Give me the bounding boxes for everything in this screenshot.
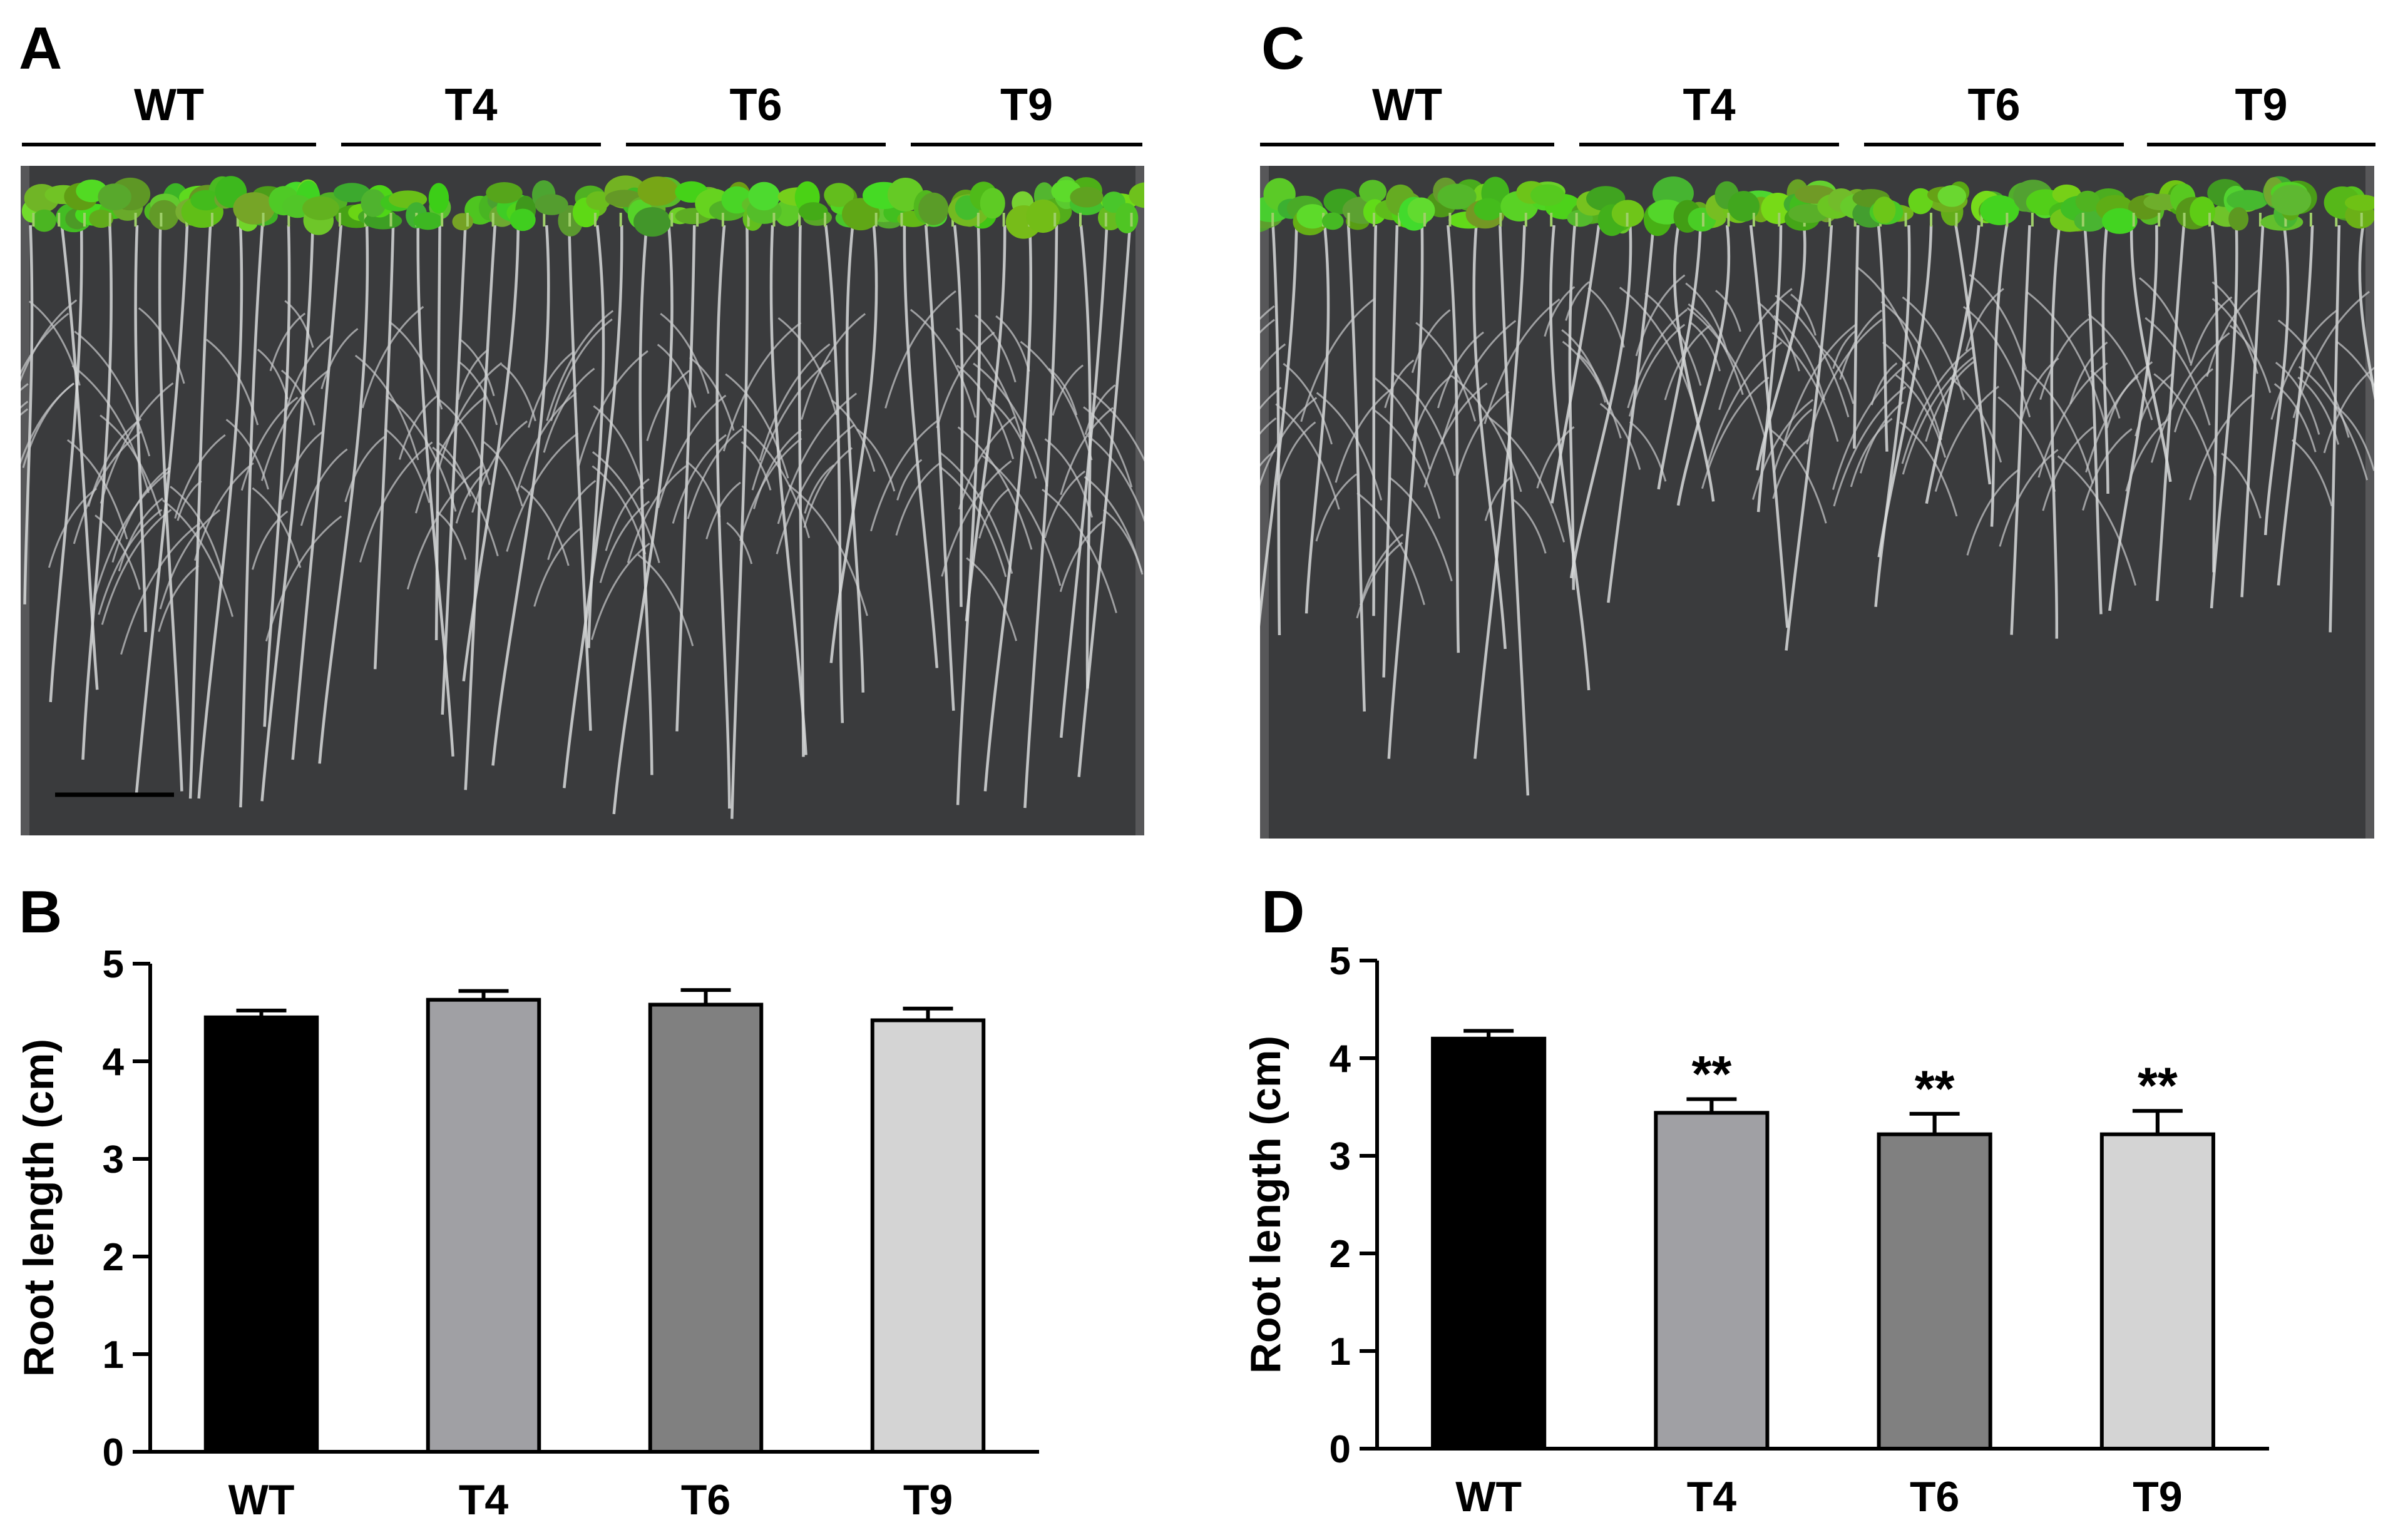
photo-a-group-t6-line <box>626 143 886 146</box>
chart-b-y-tick-label: 1 <box>103 1333 124 1377</box>
chart-d-bar-t6 <box>1877 1132 1992 1451</box>
panel-label-a: A <box>19 15 63 82</box>
chart-d-significance-label: ** <box>1691 1046 1731 1103</box>
photo-a-group-t6: T6 <box>729 80 782 130</box>
photo-a-plate-edge-right <box>1135 166 1144 835</box>
chart-b-y-tick-label: 4 <box>103 1041 125 1084</box>
seedling-photo-a <box>21 166 1144 835</box>
photo-a-group-t4-line <box>341 143 601 146</box>
chart-b-x-tick-label: T4 <box>459 1476 509 1524</box>
photo-c-group-wt-line <box>1260 143 1554 146</box>
photo-c-group-wt: WT <box>1372 80 1442 130</box>
chart-d-x-tick-label: T4 <box>1687 1473 1737 1521</box>
photo-c-group-t6: T6 <box>1967 80 2021 130</box>
chart-b-bar-t6 <box>648 1002 764 1454</box>
chart-d-y-tick-label: 0 <box>1330 1428 1351 1471</box>
chart-b-bar-t4 <box>426 997 541 1454</box>
photo-c-plate-edge-right <box>2365 166 2374 839</box>
chart-b-x-tick-label: WT <box>228 1476 295 1524</box>
panel-label-d: D <box>1261 879 1305 946</box>
chart-d-bar-t9 <box>2099 1132 2215 1451</box>
photo-a-group-wt: WT <box>134 80 204 130</box>
chart-b-y-tick-label: 0 <box>103 1431 124 1474</box>
chart-d-bar-t4 <box>1654 1111 1770 1451</box>
photo-c-group-t6-line <box>1864 143 2124 146</box>
photo-c-roots <box>1260 225 2374 796</box>
photo-a-group-t9: T9 <box>1000 80 1053 130</box>
photo-a-group-wt-line <box>22 143 316 146</box>
chart-d-x-tick-label: T6 <box>1910 1473 1959 1521</box>
chart-d-significance-label: ** <box>1915 1061 1955 1118</box>
photo-c-group-t9: T9 <box>2235 80 2288 130</box>
chart-b-x-tick-label: T9 <box>903 1476 953 1524</box>
bar-chart-b: 0 1 2 3 4 5 Root length (cm) WT T4 T6 T9 <box>15 943 1039 1524</box>
photo-c-group-t4-line <box>1579 143 1839 146</box>
photo-c-plate-edge-left <box>1260 166 1269 839</box>
photo-c-leaves <box>1260 176 2374 237</box>
photo-a-plate-edge-left <box>21 166 29 835</box>
chart-d-y-axis-label: Root length (cm) <box>1242 1036 1289 1374</box>
panel-label-c: C <box>1261 15 1305 82</box>
chart-d-y-tick-label: 4 <box>1330 1038 1351 1081</box>
chart-d-y-tick-label: 2 <box>1330 1233 1351 1276</box>
chart-b-y-tick-label: 5 <box>103 943 124 986</box>
chart-b-bar-wt <box>203 1015 319 1454</box>
bar-chart-d: 0 1 2 3 4 5 Root length (cm) WT T4 ** T6 ** T9 ** <box>1242 940 2269 1521</box>
chart-d-y-tick-label: 1 <box>1330 1330 1351 1374</box>
photo-c-group-t9-line <box>2147 143 2375 146</box>
chart-d-significance-label: ** <box>2138 1058 2178 1114</box>
photo-a-group-t4: T4 <box>444 80 498 130</box>
chart-d-bar-wt <box>1431 1036 1547 1451</box>
chart-d-y-tick-label: 3 <box>1330 1135 1351 1178</box>
chart-b-y-axis-label: Root length (cm) <box>15 1039 63 1377</box>
photo-c-group-t4: T4 <box>1683 80 1736 130</box>
photo-a-group-t9-line <box>911 143 1142 146</box>
chart-b-x-tick-label: T6 <box>681 1476 730 1524</box>
photo-c-plate <box>1260 166 2374 839</box>
seedling-photo-c <box>1260 166 2374 839</box>
panel-label-b: B <box>19 879 63 946</box>
chart-b-y-tick-label: 2 <box>103 1236 124 1279</box>
chart-d-y-tick-label: 5 <box>1330 940 1351 983</box>
photo-a-leaves <box>21 175 1144 239</box>
chart-b-y-tick-label: 3 <box>103 1138 124 1181</box>
chart-d-x-tick-label: T9 <box>2133 1473 2182 1521</box>
chart-d-x-tick-label: WT <box>1455 1473 1522 1521</box>
chart-b-bar-t9 <box>870 1018 986 1454</box>
photo-a-roots <box>21 225 1144 819</box>
